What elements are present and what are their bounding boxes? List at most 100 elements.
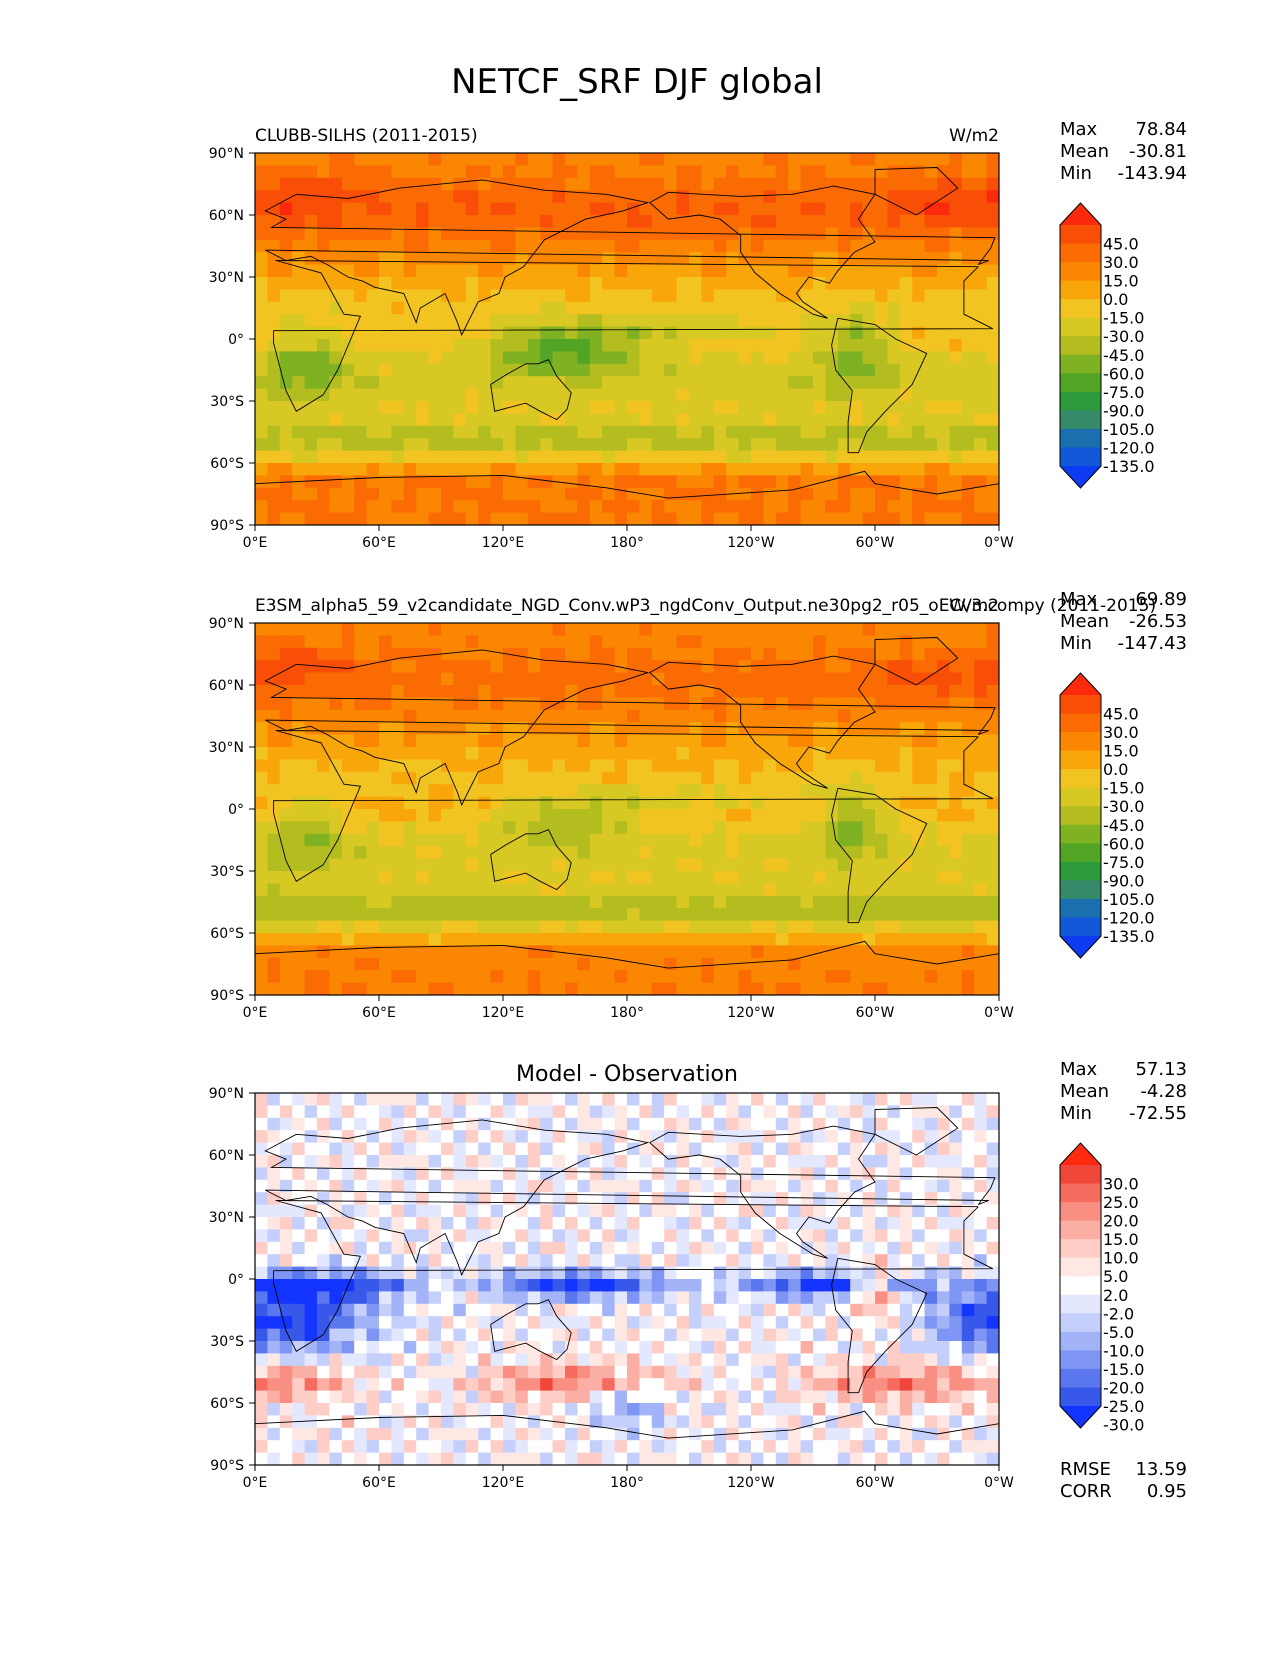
field-cell <box>763 834 776 847</box>
field-cell <box>739 327 752 340</box>
field-cell <box>912 314 925 327</box>
field-cell <box>962 1105 975 1118</box>
field-cell <box>466 475 479 488</box>
field-cell <box>503 227 516 240</box>
field-cell <box>776 1093 789 1106</box>
field-cell <box>677 1118 690 1131</box>
field-cell <box>652 1118 665 1131</box>
field-cell <box>317 623 330 636</box>
field-cell <box>664 376 677 389</box>
field-cell <box>305 1155 318 1168</box>
field-cell <box>602 302 615 315</box>
field-cell <box>540 1130 553 1143</box>
field-cell <box>553 413 566 426</box>
field-cell <box>429 203 442 216</box>
field-cell <box>553 451 566 464</box>
field-cell <box>689 1105 702 1118</box>
field-cell <box>478 215 491 228</box>
field-cell <box>974 772 987 785</box>
field-cell <box>602 451 615 464</box>
field-cell <box>677 463 690 476</box>
field-cell <box>838 153 851 166</box>
field-cell <box>354 463 367 476</box>
x-tick-label: 0°E <box>243 535 268 551</box>
stat-label: Max <box>1060 589 1098 610</box>
field-cell <box>912 908 925 921</box>
field-cell <box>912 1093 925 1106</box>
field-cell <box>255 215 268 228</box>
field-cell <box>515 809 528 822</box>
field-cell <box>255 722 268 735</box>
field-cell <box>590 364 603 377</box>
field-cell <box>863 1329 876 1342</box>
field-cell <box>801 1267 814 1280</box>
field-cell <box>974 710 987 723</box>
field-cell <box>627 265 640 278</box>
field-cell <box>776 945 789 958</box>
field-cell <box>553 1105 566 1118</box>
field-cell <box>677 896 690 909</box>
field-cell <box>987 623 1000 636</box>
field-cell <box>528 784 541 797</box>
colorbar-swatch <box>1060 225 1101 244</box>
field-cell <box>602 1205 615 1218</box>
field-cell <box>528 623 541 636</box>
field-cell <box>441 834 454 847</box>
field-cell <box>305 1304 318 1317</box>
field-cell <box>565 1242 578 1255</box>
field-cell <box>875 389 888 402</box>
field-cell <box>962 1192 975 1205</box>
field-cell <box>367 314 380 327</box>
field-cell <box>664 784 677 797</box>
field-cell <box>887 153 900 166</box>
field-cell <box>850 190 863 203</box>
field-cell <box>602 277 615 290</box>
field-cell <box>652 772 665 785</box>
field-cell <box>664 364 677 377</box>
field-cell <box>491 401 504 414</box>
field-cell <box>478 834 491 847</box>
field-cell <box>701 203 714 216</box>
field-cell <box>763 153 776 166</box>
field-cell <box>987 475 1000 488</box>
field-cell <box>726 1242 739 1255</box>
field-cell <box>391 302 404 315</box>
field-cell <box>267 463 280 476</box>
field-cell <box>515 1118 528 1131</box>
field-cell <box>379 463 392 476</box>
field-cell <box>714 772 727 785</box>
field-cell <box>714 1316 727 1329</box>
field-cell <box>590 389 603 402</box>
field-cell <box>875 970 888 983</box>
field-cell <box>813 821 826 834</box>
field-cell <box>639 1267 652 1280</box>
field-cell <box>429 859 442 872</box>
field-cell <box>801 351 814 364</box>
field-cell <box>639 1291 652 1304</box>
field-cell <box>577 227 590 240</box>
field-cell <box>478 1291 491 1304</box>
field-cell <box>974 809 987 822</box>
field-cell <box>701 401 714 414</box>
field-cell <box>503 389 516 402</box>
field-cell <box>280 302 293 315</box>
field-cell <box>292 809 305 822</box>
field-cell <box>577 314 590 327</box>
field-cell <box>813 834 826 847</box>
field-cell <box>478 1093 491 1106</box>
field-cell <box>515 153 528 166</box>
field-cell <box>441 289 454 302</box>
field-cell <box>317 1229 330 1242</box>
field-cell <box>912 413 925 426</box>
field-cell <box>528 389 541 402</box>
y-tick-label: 0° <box>228 332 244 348</box>
field-cell <box>925 289 938 302</box>
field-cell <box>974 933 987 946</box>
field-cell <box>912 846 925 859</box>
field-cell <box>255 500 268 513</box>
field-cell <box>788 190 801 203</box>
field-cell <box>305 302 318 315</box>
field-cell <box>763 327 776 340</box>
field-cell <box>255 327 268 340</box>
field-cell <box>292 896 305 909</box>
